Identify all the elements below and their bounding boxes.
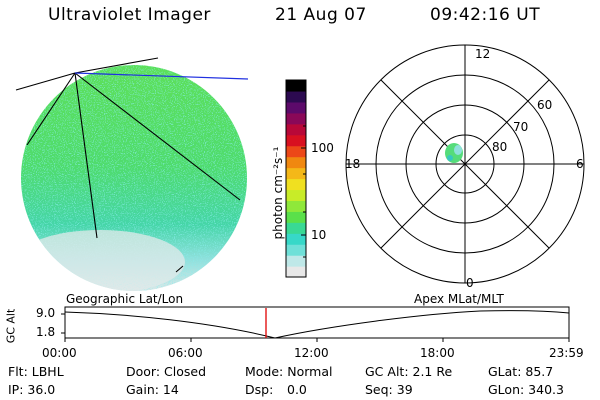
polar-diagonal-2 <box>380 79 550 249</box>
mlat-label-70: 70 <box>513 120 529 134</box>
mlt-label-18: 18 <box>345 157 361 171</box>
instrument-title: Ultraviolet Imager <box>48 5 211 25</box>
timeline-frame <box>64 306 570 339</box>
observation-date: 21 Aug 07 <box>275 5 367 25</box>
timeline-tick-1800: 18:00 <box>420 346 455 360</box>
timeline-tick-0600: 06:00 <box>168 346 203 360</box>
colorbar-segment <box>286 112 306 125</box>
colorbar-segment <box>286 200 306 212</box>
gain-readout: Gain: 14 <box>126 382 179 397</box>
timeline-left-label: Geographic Lat/Lon <box>66 292 184 306</box>
door-readout: Door: Closed <box>126 364 207 379</box>
colorbar-segment <box>286 178 306 191</box>
colorbar-gradient <box>286 80 306 278</box>
colorbar-segment <box>286 189 306 201</box>
colorbar-segment <box>286 167 306 180</box>
observation-time: 09:42:16 UT <box>430 5 541 25</box>
filter-readout: Flt: LBHL <box>8 364 64 379</box>
colorbar-segment <box>286 123 306 136</box>
colorbar-segment <box>286 255 306 267</box>
ip-readout: IP: 36.0 <box>8 382 56 397</box>
colorbar-segment <box>286 134 306 147</box>
timeline-tick-1200: 12:00 <box>294 346 329 360</box>
mlt-label-0: 0 <box>466 276 474 290</box>
timeline-y-top: 9.0 <box>36 306 56 320</box>
colorbar-segment <box>286 222 306 234</box>
colorbar-segment <box>286 80 306 92</box>
geographic-grid-lines <box>15 57 241 273</box>
mode-readout: Mode: Normal <box>245 364 333 379</box>
mlat-label-80: 80 <box>492 140 508 154</box>
glon-readout: GLon: 340.3 <box>488 382 564 397</box>
glat-readout: GLat: 85.7 <box>488 364 554 379</box>
colorbar-segment <box>286 90 306 103</box>
gc-alt-readout: GC Alt: 2.1 Re <box>365 364 453 379</box>
timeline-right-label: Apex MLat/MLT <box>414 292 504 306</box>
altitude-curve <box>64 310 570 339</box>
colorbar-segment <box>286 244 306 256</box>
timeline-tick-2359: 23:59 <box>549 346 584 360</box>
seq-readout: Seq: 39 <box>365 382 413 397</box>
timeline-y-bottom: 1.8 <box>36 325 56 339</box>
dsp-label: Dsp: <box>245 382 274 397</box>
mlt-label-12: 12 <box>475 47 491 61</box>
terminator-line <box>74 72 249 80</box>
colorbar-segment <box>286 145 306 158</box>
colorbar-segment <box>286 266 306 278</box>
colorbar-tick-100: 100 <box>311 141 334 155</box>
colorbar-ticks <box>301 125 306 258</box>
mlt-label-6: 6 <box>576 157 584 171</box>
mlat-label-60: 60 <box>537 98 553 112</box>
dsp-value: 0.0 <box>287 382 307 397</box>
colorbar-segment <box>286 233 306 245</box>
polar-image-footprint <box>445 143 463 163</box>
colorbar-segment <box>286 101 306 114</box>
colorbar-tick-10: 10 <box>311 228 327 242</box>
timeline-tick-0000: 00:00 <box>42 346 77 360</box>
colorbar-segment <box>286 211 306 223</box>
colorbar-segment <box>286 156 306 169</box>
